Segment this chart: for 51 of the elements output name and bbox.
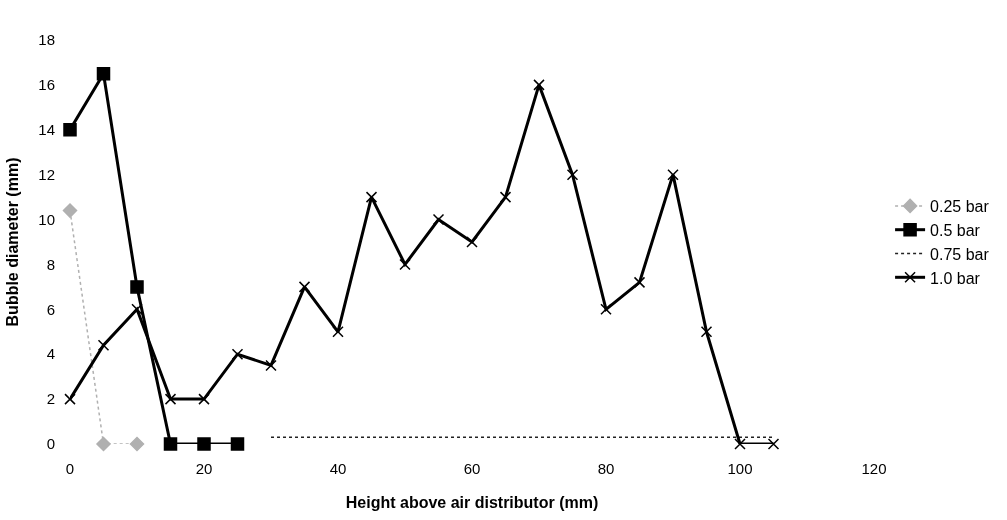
point xyxy=(130,280,144,294)
legend-label: 0.25 bar xyxy=(930,198,990,216)
x-tick-label: 120 xyxy=(861,460,887,477)
y-axis-title: Bubble diameter (mm) xyxy=(4,157,22,327)
point xyxy=(198,393,210,405)
y-tick-label: 14 xyxy=(38,121,55,139)
y-tick-label: 4 xyxy=(46,345,55,363)
x-tick-label: 60 xyxy=(463,460,481,477)
point xyxy=(600,303,612,316)
point xyxy=(231,348,244,360)
y-tick-label: 6 xyxy=(46,300,55,318)
legend-label: 1.0 bar xyxy=(930,269,981,287)
x-tick-label: 20 xyxy=(195,460,213,477)
point xyxy=(633,276,646,289)
point xyxy=(163,437,178,451)
legend-label: 0.75 bar xyxy=(930,245,990,263)
point xyxy=(164,393,177,405)
y-tick-label: 12 xyxy=(38,165,55,183)
point xyxy=(399,258,411,271)
y-tick-label: 18 xyxy=(38,31,55,49)
point xyxy=(96,436,111,452)
point xyxy=(767,438,780,450)
point xyxy=(533,79,545,91)
point xyxy=(265,359,277,372)
point xyxy=(499,191,512,203)
point xyxy=(230,437,245,451)
x-tick-label: 0 xyxy=(65,460,75,477)
point xyxy=(734,438,746,450)
point xyxy=(365,191,378,203)
point xyxy=(129,436,145,452)
point xyxy=(667,168,679,181)
x-axis-title: Height above air distributor (mm) xyxy=(345,493,599,511)
point xyxy=(62,203,78,218)
y-tick-label: 8 xyxy=(46,255,55,273)
y-tick-label: 2 xyxy=(46,390,55,408)
y-tick-label: 16 xyxy=(38,76,55,94)
point xyxy=(700,326,713,338)
legend-label: 0.5 bar xyxy=(930,221,981,239)
point xyxy=(97,339,110,351)
point xyxy=(298,281,311,293)
y-tick-label: 10 xyxy=(38,210,55,228)
point xyxy=(64,393,76,405)
point xyxy=(566,168,579,181)
point xyxy=(332,326,344,338)
y-tick-label: 0 xyxy=(46,435,55,453)
x-tick-label: 40 xyxy=(329,460,347,477)
point xyxy=(197,437,211,451)
point xyxy=(63,123,77,137)
point xyxy=(96,66,111,81)
x-tick-label: 80 xyxy=(597,460,615,477)
x-tick-label: 100 xyxy=(727,460,753,477)
